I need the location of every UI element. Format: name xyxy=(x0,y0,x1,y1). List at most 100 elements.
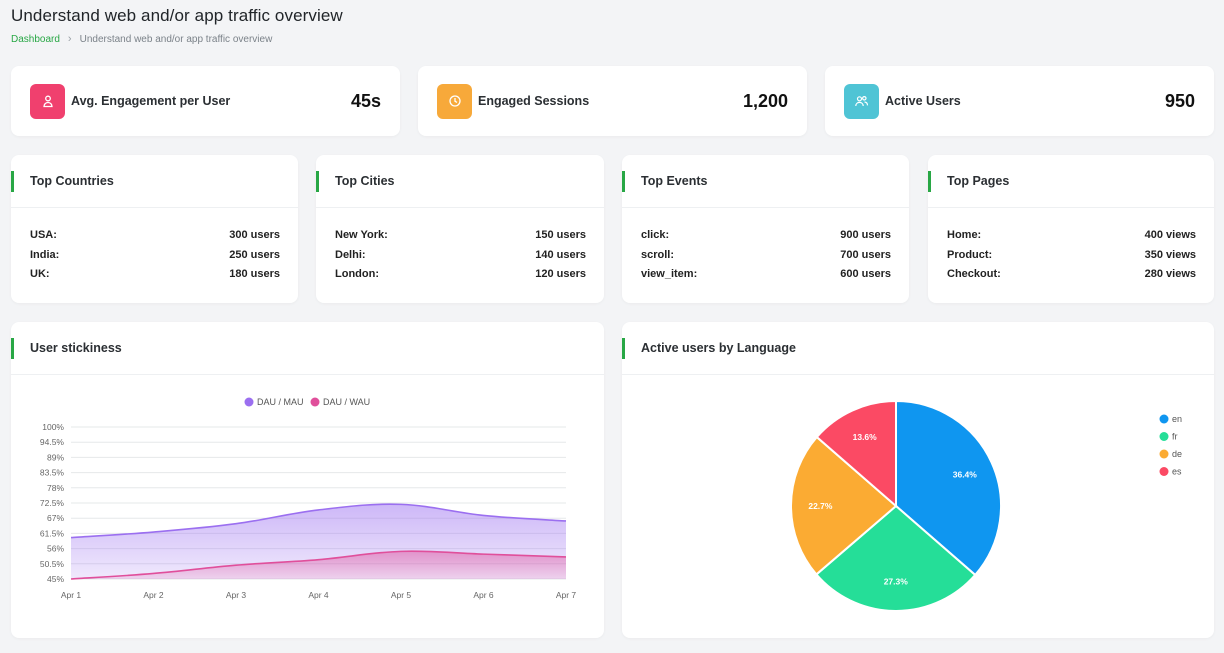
list-value: 180 users xyxy=(229,268,280,280)
list-item: India: 250 users xyxy=(30,246,280,266)
legend-label: DAU / MAU xyxy=(257,397,304,407)
y-tick-label: 72.5% xyxy=(40,498,65,508)
top-countries-card: Top Countries USA: 300 users India: 250 us… xyxy=(11,155,298,303)
y-tick-label: 56% xyxy=(47,544,64,554)
list-key: USA: xyxy=(30,229,57,241)
card-title: Top Countries xyxy=(30,174,114,188)
y-tick-label: 50.5% xyxy=(40,559,65,569)
list-value: 140 users xyxy=(535,248,586,261)
breadcrumb-dashboard-link[interactable]: Dashboard xyxy=(11,33,60,45)
card-title: Active users by Language xyxy=(641,341,796,355)
list-item: New York: 150 users xyxy=(335,226,586,246)
top-cities-card: Top Cities New York: 150 users Delhi: 140 … xyxy=(316,155,604,303)
card-title: Top Cities xyxy=(335,174,395,188)
x-tick-label: Apr 6 xyxy=(473,590,494,600)
legend-marker xyxy=(1159,414,1169,424)
series-line-0 xyxy=(70,503,567,539)
y-tick-label: 83.5% xyxy=(40,468,65,478)
stat-card-active-users: Active Users 950 xyxy=(825,66,1214,136)
pie-data-label: 27.3% xyxy=(884,577,909,587)
stat-label: Avg. Engagement per User xyxy=(71,94,231,108)
top-pages-card: Top Pages Home: 400 views Product: 350 vie… xyxy=(928,155,1214,303)
legend-label: DAU / WAU xyxy=(323,397,370,407)
list-value: 150 users xyxy=(535,229,586,241)
x-tick-label: Apr 2 xyxy=(143,590,164,600)
y-tick-label: 100% xyxy=(42,422,64,432)
x-tick-label: Apr 4 xyxy=(308,590,329,600)
list-key: London: xyxy=(335,268,379,280)
pie-slice-fr xyxy=(814,504,977,612)
legend-label: de xyxy=(1172,449,1182,459)
breadcrumb: Dashboard › Understand web and/or app tr… xyxy=(11,33,272,45)
language-pie-chart: 36.4% 27.3% 22.7% 13.6% en fr de es xyxy=(790,399,1182,612)
card-title: Top Pages xyxy=(947,174,1010,188)
pie-slice-de xyxy=(790,435,898,576)
x-tick-label: Apr 3 xyxy=(226,590,247,600)
list-key: Checkout: xyxy=(947,268,1001,280)
list-value: 250 users xyxy=(229,248,280,261)
list-item: USA: 300 users xyxy=(30,226,280,246)
stat-value: 1,200 xyxy=(742,90,788,111)
list-key: New York: xyxy=(335,229,388,241)
card-title: User stickiness xyxy=(30,341,122,355)
list-value: 280 views xyxy=(1144,268,1196,280)
stat-card-sessions: Engaged Sessions 1,200 xyxy=(418,66,807,136)
card-title: Top Events xyxy=(641,174,708,188)
list-value: 120 users xyxy=(535,268,586,280)
y-tick-label: 78% xyxy=(47,483,64,493)
x-tick-label: Apr 5 xyxy=(391,590,412,600)
series-area-1 xyxy=(71,551,566,579)
users-icon xyxy=(844,83,879,119)
legend-label: en xyxy=(1172,414,1182,424)
list-item: London: 120 users xyxy=(335,265,586,285)
y-tick-label: 89% xyxy=(47,452,64,462)
series-line-1 xyxy=(70,550,567,580)
chevron-right-icon: › xyxy=(67,33,72,45)
top-events-card: Top Events click: 900 users scroll: 700 us… xyxy=(622,155,909,303)
legend-marker xyxy=(1159,467,1169,476)
list-key: Product: xyxy=(947,248,993,261)
y-tick-label: 45% xyxy=(47,574,64,584)
list-item: Checkout: 280 views xyxy=(947,265,1196,285)
user-stickiness-card: User stickiness 100% 94.5% 89% 83.5% 78% 72.5… xyxy=(11,322,604,638)
list-value: 350 views xyxy=(1144,248,1196,261)
list-key: scroll: xyxy=(641,248,675,261)
list-item: UK: 180 users xyxy=(30,265,280,285)
list-key: UK: xyxy=(30,268,50,280)
y-tick-label: 67% xyxy=(47,513,64,523)
pie-data-label: 22.7% xyxy=(808,501,833,511)
user-stickiness-chart: 100% 94.5% 89% 83.5% 78% 72.5% 67% 61.5% 56% 50.5… xyxy=(40,397,577,600)
list-key: Home: xyxy=(947,229,982,241)
legend-marker xyxy=(1159,449,1169,459)
stat-value: 45s xyxy=(350,90,381,111)
list-item: click: 900 users xyxy=(641,226,891,246)
pie-slice-es xyxy=(815,399,897,509)
stat-card-engagement: Avg. Engagement per User 45s xyxy=(11,66,400,136)
legend-label: fr xyxy=(1172,432,1178,442)
pie-data-label: 13.6% xyxy=(853,432,878,442)
list-value: 700 users xyxy=(840,248,891,261)
list-value: 400 views xyxy=(1144,229,1196,241)
list-item: Product: 350 views xyxy=(947,246,1196,266)
stat-label: Active Users xyxy=(885,94,961,108)
list-key: India: xyxy=(30,248,60,261)
pie-data-label: 36.4% xyxy=(953,470,978,480)
stat-label: Engaged Sessions xyxy=(478,94,590,108)
user-icon xyxy=(30,83,65,119)
breadcrumb-current: Understand web and/or app traffic overvi… xyxy=(79,33,273,45)
x-tick-label: Apr 1 xyxy=(61,590,82,600)
legend-label: es xyxy=(1172,467,1182,477)
clock-icon xyxy=(437,83,472,119)
stat-value: 950 xyxy=(1164,90,1195,111)
list-value: 300 users xyxy=(229,229,280,241)
list-item: Delhi: 140 users xyxy=(335,246,586,266)
y-tick-label: 94.5% xyxy=(40,437,65,447)
legend-marker xyxy=(244,397,254,407)
legend-marker xyxy=(1159,432,1169,441)
legend-marker xyxy=(310,397,320,407)
list-item: scroll: 700 users xyxy=(641,246,891,266)
list-key: click: xyxy=(641,229,670,241)
list-key: view_item: xyxy=(641,268,698,280)
list-item: Home: 400 views xyxy=(947,226,1196,246)
language-card: Active users by Language 36.4% 27.3% 22.7%… xyxy=(622,322,1214,638)
